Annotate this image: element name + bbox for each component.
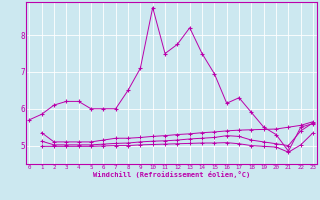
X-axis label: Windchill (Refroidissement éolien,°C): Windchill (Refroidissement éolien,°C) [92, 171, 250, 178]
